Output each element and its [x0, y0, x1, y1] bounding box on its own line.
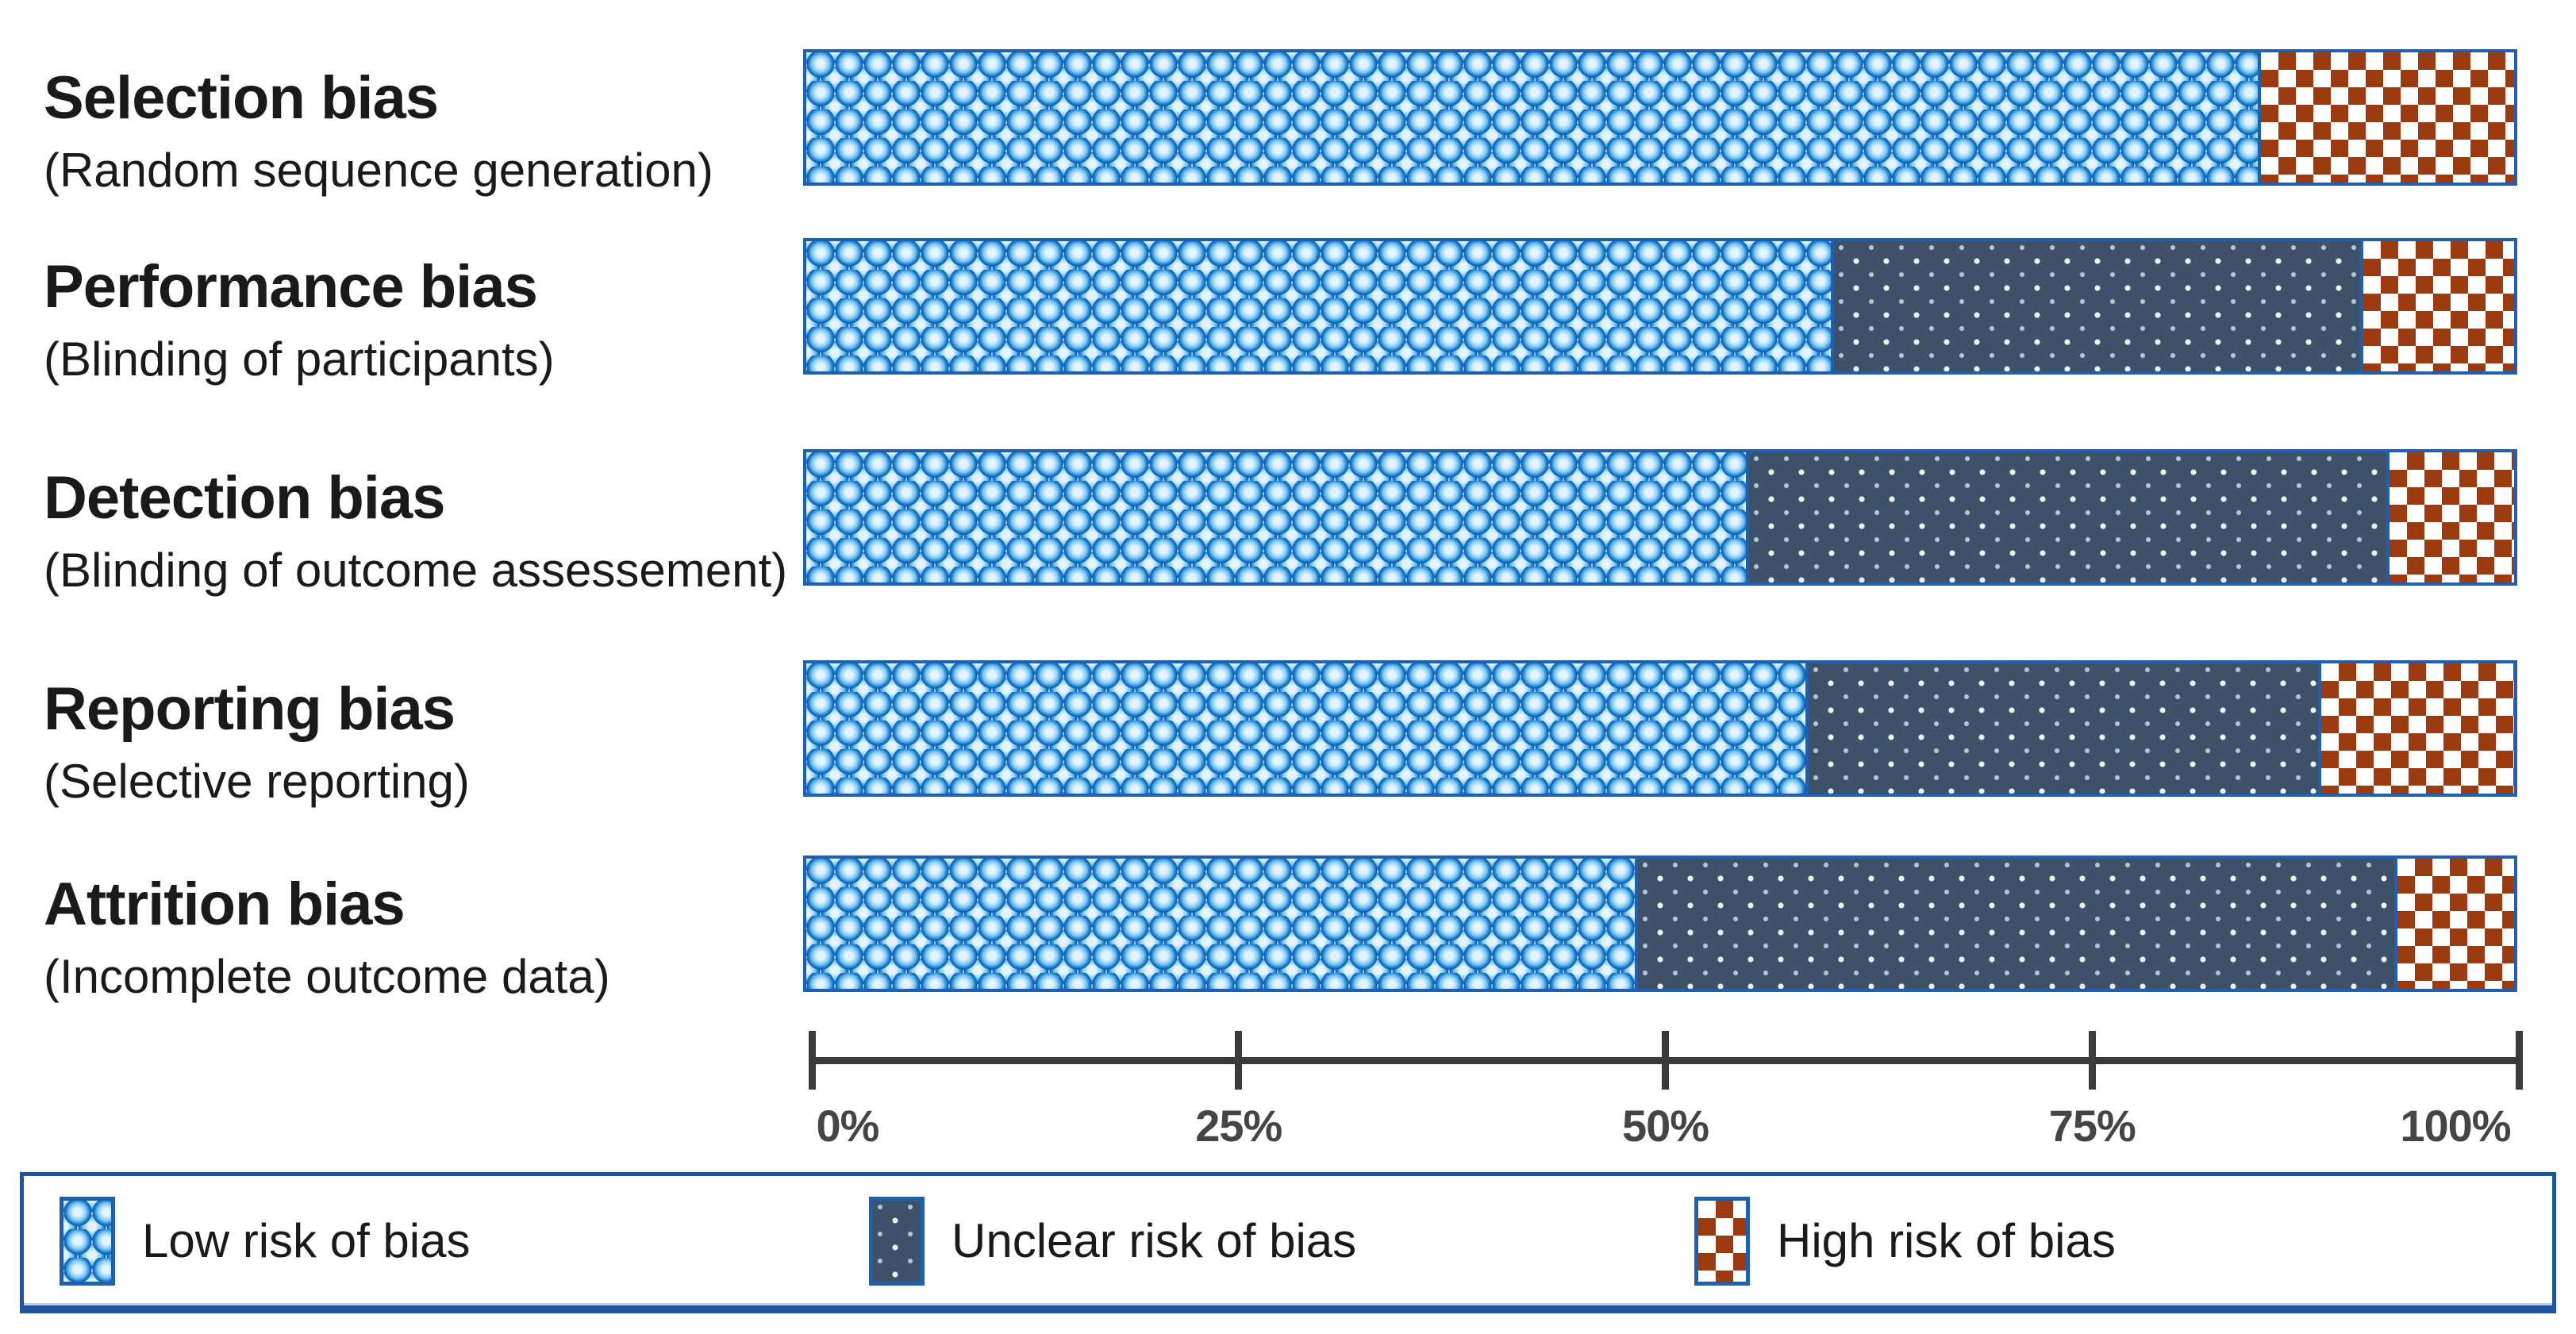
- axis-tick: [2088, 1031, 2096, 1090]
- row-subtitle: (Selective reporting): [44, 755, 470, 809]
- row-label: Selection bias (Random sequence generatio…: [44, 63, 713, 195]
- segment-low-risk: [806, 52, 2259, 183]
- legend-label-high: High risk of bias: [1777, 1214, 2116, 1267]
- row-subtitle: (Blinding of participants): [44, 333, 555, 386]
- segment-high-risk: [2317, 663, 2514, 794]
- axis-tick-label: 50%: [1621, 1101, 1709, 1151]
- axis-tick-label: 25%: [1195, 1101, 1282, 1151]
- row-subtitle: (Blinding of outcome assessement): [44, 544, 788, 598]
- legend-label-low: Low risk of bias: [142, 1214, 471, 1267]
- unclear-risk-swatch: [869, 1196, 925, 1286]
- row-label: Reporting bias (Selective reporting): [44, 675, 470, 806]
- segment-low-risk: [806, 452, 1746, 582]
- stacked-bar: [803, 238, 2517, 375]
- legend: Low risk of bias Unclear risk of bias Hi…: [20, 1172, 2556, 1313]
- axis-tick: [808, 1031, 816, 1090]
- legend-entry-unclear: Unclear risk of bias: [869, 1196, 1357, 1286]
- stacked-bar: [803, 855, 2517, 992]
- row-label: Detection bias (Blinding of outcome asses…: [44, 463, 787, 595]
- row-subtitle: (Random sequence generation): [44, 144, 713, 198]
- high-risk-swatch: [1694, 1196, 1750, 1286]
- segment-unclear-risk: [1805, 663, 2318, 794]
- segment-low-risk: [806, 663, 1805, 794]
- stacked-bar: [803, 449, 2517, 586]
- row-title: Selection bias: [44, 64, 439, 132]
- axis-tick-label: 0%: [816, 1101, 880, 1151]
- segment-low-risk: [806, 859, 1635, 989]
- segment-unclear-risk: [1831, 241, 2361, 371]
- row-subtitle: (Incomplete outcome data): [44, 950, 610, 1004]
- segment-high-risk: [2360, 241, 2514, 371]
- row-label: Performance bias (Blinding of participant…: [44, 252, 555, 384]
- row-title: Reporting bias: [44, 675, 456, 743]
- segment-unclear-risk: [1634, 859, 2395, 989]
- axis-tick: [1235, 1031, 1243, 1090]
- stacked-bar: [803, 49, 2517, 186]
- segment-high-risk: [2386, 452, 2514, 582]
- segment-high-risk: [2258, 52, 2514, 183]
- stacked-bar: [803, 660, 2517, 797]
- low-risk-swatch: [60, 1196, 115, 1286]
- axis-tick-label: 100%: [2400, 1101, 2511, 1151]
- segment-low-risk: [806, 241, 1832, 371]
- row-title: Detection bias: [44, 464, 445, 532]
- legend-entry-low: Low risk of bias: [60, 1196, 471, 1286]
- segment-unclear-risk: [1745, 452, 2386, 582]
- segment-high-risk: [2394, 859, 2514, 989]
- legend-label-unclear: Unclear risk of bias: [952, 1214, 1357, 1267]
- row-label: Attrition bias (Incomplete outcome data): [44, 870, 610, 1001]
- axis-tick-label: 75%: [2048, 1101, 2136, 1151]
- axis-tick: [2515, 1031, 2523, 1090]
- legend-entry-high: High risk of bias: [1694, 1196, 2116, 1286]
- axis-tick: [1662, 1031, 1669, 1090]
- row-title: Attrition bias: [44, 871, 406, 938]
- row-title: Performance bias: [44, 253, 538, 321]
